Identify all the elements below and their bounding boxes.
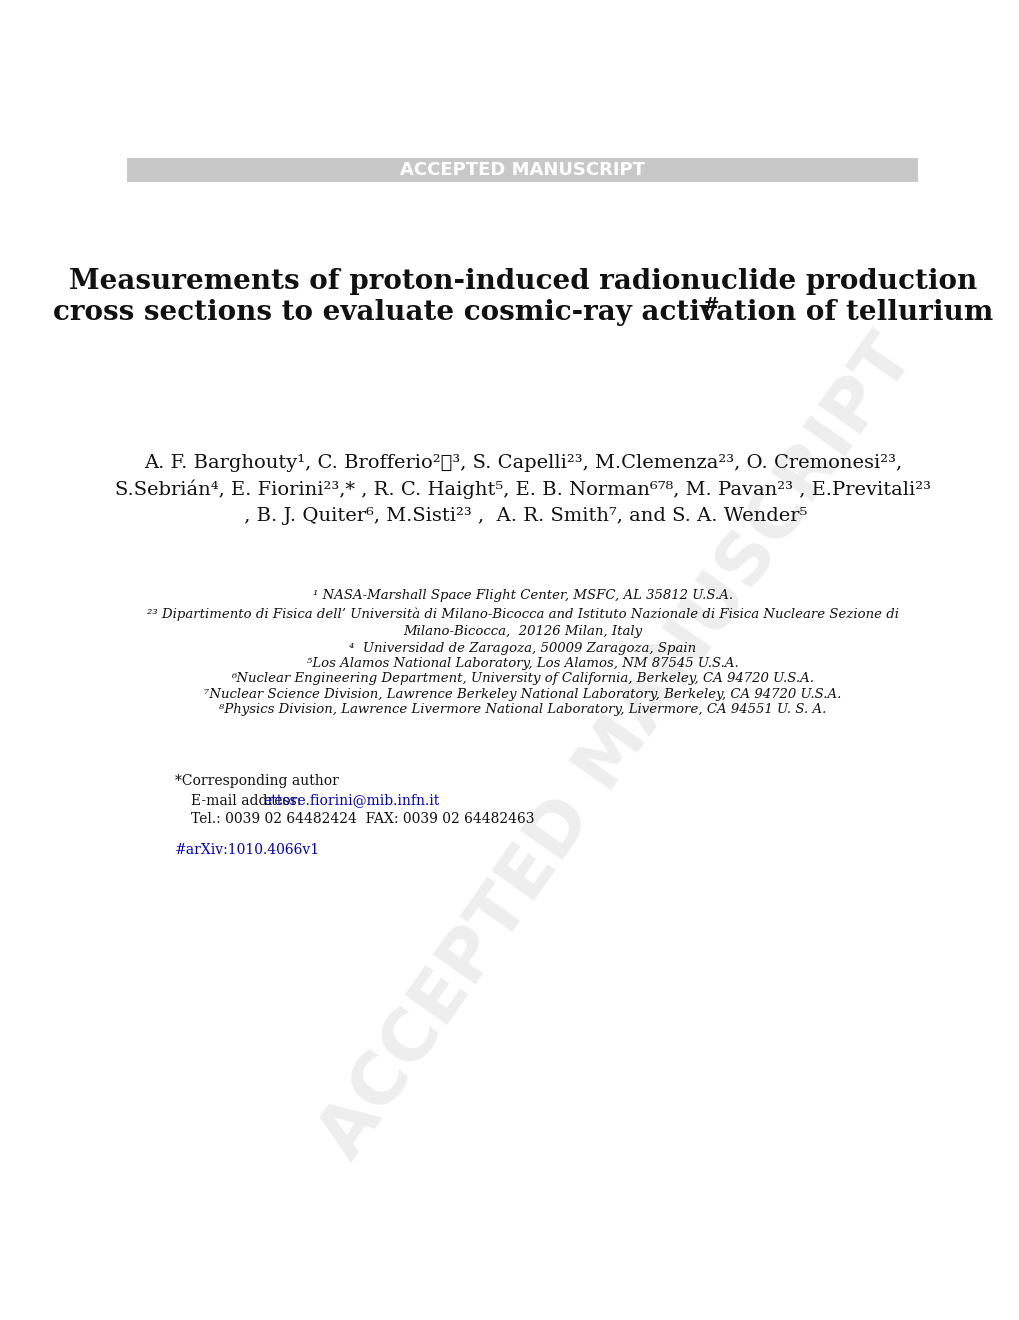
Text: Tel.: 0039 02 64482424  FAX: 0039 02 64482463: Tel.: 0039 02 64482424 FAX: 0039 02 6448… (191, 812, 534, 826)
Text: A. F. Barghouty¹, C. Brofferio²Ⱍ³, S. Capelli²³, M.Clemenza²³, O. Cremonesi²³,: A. F. Barghouty¹, C. Brofferio²Ⱍ³, S. Ca… (144, 454, 901, 471)
Text: #arXiv:1010.4066v1: #arXiv:1010.4066v1 (175, 843, 320, 857)
Text: Measurements of proton-induced radionuclide production: Measurements of proton-induced radionucl… (68, 268, 976, 296)
Text: , B. J. Quiter⁶, M.Sisti²³ ,  A. R. Smith⁷, and S. A. Wender⁵: , B. J. Quiter⁶, M.Sisti²³ , A. R. Smith… (237, 507, 807, 525)
Text: E-mail address:: E-mail address: (191, 793, 306, 808)
Text: #: # (702, 297, 718, 315)
Text: ACCEPTED MANUSCRIPT: ACCEPTED MANUSCRIPT (399, 161, 645, 180)
Text: ⁸Physics Division, Lawrence Livermore National Laboratory, Livermore, CA 94551 U: ⁸Physics Division, Lawrence Livermore Na… (219, 704, 825, 717)
Text: Milano-Bicocca,  20126 Milan, Italy: Milano-Bicocca, 20126 Milan, Italy (403, 624, 642, 638)
Bar (127, 158, 917, 182)
Text: ⁶Nuclear Engineering Department, University of California, Berkeley, CA 94720 U.: ⁶Nuclear Engineering Department, Univers… (231, 672, 813, 685)
Text: *Corresponding author: *Corresponding author (175, 774, 338, 788)
Text: S.Sebrián⁴, E. Fiorini²³,* , R. C. Haight⁵, E. B. Norman⁶⁷⁸, M. Pavan²³ , E.Prev: S.Sebrián⁴, E. Fiorini²³,* , R. C. Haigh… (114, 479, 930, 499)
Text: ettore.fiorini@mib.infn.it: ettore.fiorini@mib.infn.it (263, 793, 439, 808)
Text: ACCEPTED MANUSCRIPT: ACCEPTED MANUSCRIPT (307, 325, 927, 1171)
Text: ⁵Los Alamos National Laboratory, Los Alamos, NM 87545 U.S.A.: ⁵Los Alamos National Laboratory, Los Ala… (307, 657, 738, 671)
Text: cross sections to evaluate cosmic-ray activation of tellurium: cross sections to evaluate cosmic-ray ac… (53, 298, 991, 326)
Text: ¹ NASA-Marshall Space Flight Center, MSFC, AL 35812 U.S.A.: ¹ NASA-Marshall Space Flight Center, MSF… (313, 589, 732, 602)
Text: ²³ Dipartimento di Fisica dell’ Università di Milano-Bicocca and Istituto Nazion: ²³ Dipartimento di Fisica dell’ Universi… (147, 607, 898, 620)
Text: ⁷Nuclear Science Division, Lawrence Berkeley National Laboratory, Berkeley, CA 9: ⁷Nuclear Science Division, Lawrence Berk… (204, 688, 841, 701)
Text: ⁴  Universidad de Zaragoza, 50009 Zaragoza, Spain: ⁴ Universidad de Zaragoza, 50009 Zaragoz… (348, 642, 696, 655)
